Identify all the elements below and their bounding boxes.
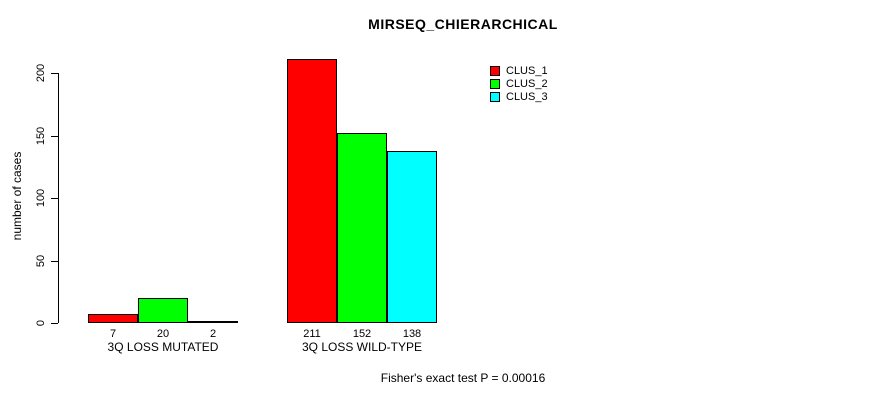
y-axis-tick-label: 100 bbox=[35, 188, 47, 208]
legend-swatch-icon bbox=[490, 91, 500, 102]
legend-row-clus_1: CLUS_1 bbox=[490, 64, 548, 77]
x-category-label: 3Q LOSS MUTATED bbox=[107, 340, 219, 354]
legend-label: CLUS_3 bbox=[506, 90, 548, 103]
bar-clus_1-1 bbox=[88, 314, 138, 323]
bar-clus_3-1 bbox=[188, 320, 238, 323]
x-category-label: 3Q LOSS WILD-TYPE bbox=[301, 340, 423, 354]
bar-value-label: 2 bbox=[209, 328, 217, 340]
bar-value-label: 138 bbox=[402, 328, 422, 340]
bar-value-label: 152 bbox=[352, 328, 372, 340]
bar-value-label: 211 bbox=[303, 328, 321, 340]
legend-swatch-icon bbox=[490, 78, 500, 89]
y-axis-tick bbox=[51, 260, 58, 262]
y-axis-tick bbox=[51, 198, 58, 199]
bar-value-label: 20 bbox=[156, 328, 170, 340]
y-axis-tick-label: 200 bbox=[35, 63, 47, 83]
y-axis-tick-label: 150 bbox=[35, 126, 47, 145]
legend: CLUS_1 CLUS_2 CLUS_3 bbox=[490, 64, 548, 103]
legend-swatch-icon bbox=[490, 65, 500, 76]
legend-label: CLUS_1 bbox=[506, 64, 548, 77]
chart-title: MIRSEQ_CHIERARCHICAL bbox=[368, 16, 558, 32]
bar-clus_3-2 bbox=[387, 150, 437, 323]
legend-row-clus_3: CLUS_3 bbox=[490, 90, 548, 103]
y-axis-title: number of cases bbox=[10, 151, 24, 241]
y-axis-tick bbox=[51, 73, 58, 74]
legend-row-clus_2: CLUS_2 bbox=[490, 77, 548, 90]
y-axis-tick bbox=[51, 323, 58, 324]
y-axis-tick-label: 50 bbox=[35, 254, 47, 267]
bar-value-label: 7 bbox=[109, 328, 117, 340]
y-axis-tick-label: 0 bbox=[35, 319, 47, 327]
fisher-test-annotation: Fisher's exact test P = 0.00016 bbox=[380, 371, 546, 385]
bar-clus_1-2 bbox=[287, 59, 337, 323]
bar-clus_2-2 bbox=[337, 133, 387, 323]
legend-label: CLUS_2 bbox=[506, 77, 548, 90]
bar-clus_2-1 bbox=[138, 298, 188, 323]
y-axis-line bbox=[58, 73, 59, 323]
y-axis-tick bbox=[51, 135, 58, 137]
